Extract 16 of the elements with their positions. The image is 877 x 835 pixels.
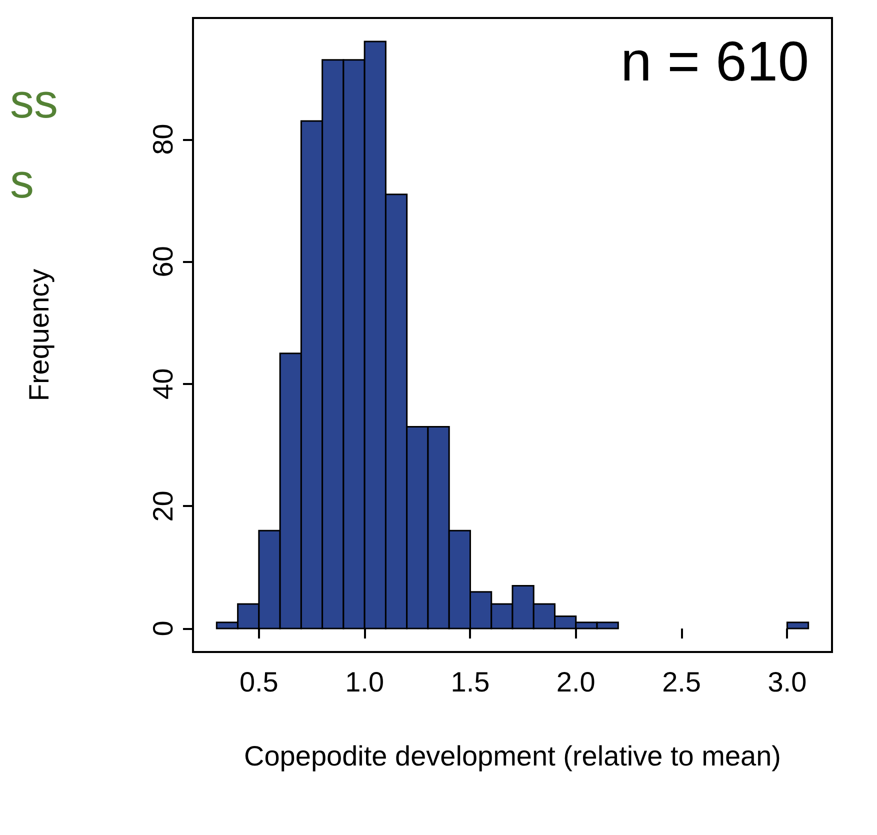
x-tick-label: 2.0 xyxy=(556,666,596,698)
text: ss xyxy=(10,76,58,128)
x-tick-label: 3.0 xyxy=(768,666,807,698)
y-tick-label: 40 xyxy=(148,368,178,400)
x-tick-label: 0.5 xyxy=(239,666,278,698)
annotation: n = 610 xyxy=(620,30,810,92)
y-tick-label: 60 xyxy=(148,246,178,278)
x-tick-label: 2.5 xyxy=(662,666,702,698)
x-tick-label: 1.5 xyxy=(450,666,490,698)
y-tick-label: 0 xyxy=(148,620,178,636)
text: s xyxy=(10,156,34,208)
y-tick-label: 20 xyxy=(148,490,178,522)
x-axis-title: Copepodite development (relative to mean) xyxy=(244,740,781,772)
y-tick-label: 80 xyxy=(148,124,178,155)
y-axis-title: Frequency xyxy=(24,268,54,402)
x-tick-label: 1.0 xyxy=(345,666,384,698)
